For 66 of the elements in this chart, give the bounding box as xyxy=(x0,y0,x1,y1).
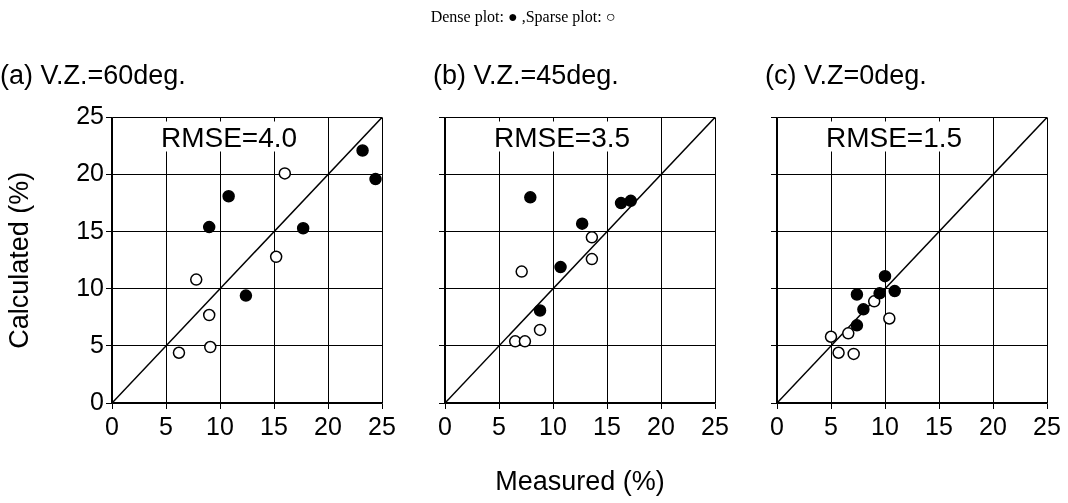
point xyxy=(369,172,382,186)
x-tick-label: 10 xyxy=(539,411,567,440)
point xyxy=(554,260,567,274)
point xyxy=(883,312,896,325)
x-tick-label: 5 xyxy=(159,411,173,440)
point xyxy=(585,231,599,244)
chart-title: (b) V.Z.=45deg. xyxy=(433,59,619,90)
point xyxy=(842,327,855,340)
chart-subtitle: Dense plot: ● ,Sparse plot: ○ xyxy=(429,8,617,26)
point xyxy=(832,346,845,359)
point xyxy=(524,191,537,204)
point xyxy=(857,303,870,316)
annotation: RMSE=4.0 xyxy=(160,122,298,154)
x-tick-label: 15 xyxy=(260,411,288,440)
y-tick-label: 25 xyxy=(76,101,104,130)
point xyxy=(202,308,216,322)
annotation: RMSE=1.5 xyxy=(825,122,963,154)
chart-title: (c) V.Z=0deg. xyxy=(765,59,927,90)
point xyxy=(204,340,217,354)
point xyxy=(172,346,186,359)
y-tick-label: 15 xyxy=(76,215,104,244)
y-tick-label: 0 xyxy=(90,386,104,415)
x-tick-label: 5 xyxy=(824,411,838,440)
point xyxy=(575,217,589,230)
y-axis-title: Calculated (%) xyxy=(3,171,34,349)
point xyxy=(278,167,292,180)
x-tick-label: 10 xyxy=(206,411,234,440)
point xyxy=(873,287,886,300)
x-axis-title: Measured (%) xyxy=(495,466,665,497)
point xyxy=(878,269,892,283)
x-tick-label: 15 xyxy=(925,411,953,440)
point xyxy=(518,335,532,348)
point xyxy=(847,347,860,361)
point xyxy=(269,250,283,264)
point xyxy=(239,289,253,302)
x-tick-label: 10 xyxy=(871,411,899,440)
y-tick-label: 10 xyxy=(76,272,104,301)
point xyxy=(356,144,369,157)
x-tick-label: 25 xyxy=(701,411,729,440)
point xyxy=(624,194,638,208)
point xyxy=(533,304,547,317)
point xyxy=(888,284,901,298)
point xyxy=(824,330,838,343)
point xyxy=(202,220,216,234)
point xyxy=(296,221,310,235)
point xyxy=(585,252,599,266)
x-tick-label: 20 xyxy=(314,411,342,440)
x-tick-label: 0 xyxy=(770,411,784,440)
y-tick-label: 5 xyxy=(90,329,104,358)
x-tick-label: 20 xyxy=(979,411,1007,440)
x-tick-label: 5 xyxy=(492,411,506,440)
annotation: RMSE=3.5 xyxy=(493,122,631,154)
point xyxy=(533,323,547,337)
point xyxy=(515,265,528,278)
point xyxy=(614,196,628,210)
x-tick-label: 0 xyxy=(438,411,452,440)
point xyxy=(189,273,203,286)
point xyxy=(850,319,864,332)
x-tick-label: 20 xyxy=(647,411,675,440)
point xyxy=(850,288,864,301)
y-tick-label: 20 xyxy=(76,158,104,187)
x-tick-label: 25 xyxy=(368,411,396,440)
x-tick-label: 25 xyxy=(1033,411,1061,440)
chart-title: (a) V.Z.=60deg. xyxy=(0,59,186,90)
point xyxy=(222,189,235,203)
x-tick-label: 15 xyxy=(593,411,621,440)
